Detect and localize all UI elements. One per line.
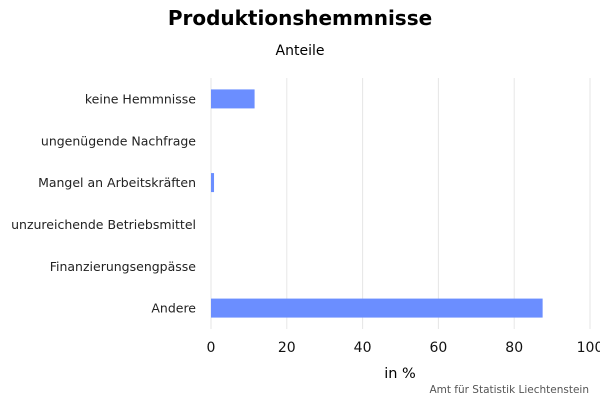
x-tick-label: 80: [505, 340, 523, 356]
bar: [211, 298, 543, 318]
x-tick-label: 100: [577, 340, 600, 356]
chart-title: Produktionshemmnisse: [167, 6, 433, 30]
grid-lines: [210, 78, 591, 329]
category-label: ungenügende Nachfrage: [41, 133, 196, 148]
bar: [211, 173, 215, 193]
category-label: Finanzierungsengpässe: [50, 259, 197, 274]
x-axis-label: in %: [384, 366, 416, 382]
x-tick-label: 40: [354, 340, 372, 356]
category-label: Mangel an Arbeitskräften: [38, 175, 196, 190]
category-label: unzureichende Betriebsmittel: [11, 217, 196, 232]
category-label: Andere: [151, 301, 196, 316]
bar: [211, 89, 255, 109]
x-tick-label: 0: [207, 340, 216, 356]
chart-subtitle: Anteile: [275, 43, 325, 59]
category-label: keine Hemmnisse: [85, 91, 196, 106]
source-credit: Amt für Statistik Liechtenstein: [429, 384, 589, 396]
x-tick-label: 60: [429, 340, 447, 356]
x-tick-label: 20: [278, 340, 296, 356]
bars: [211, 89, 543, 318]
x-tick-labels: 0 20 40 60 80 100: [207, 340, 600, 356]
category-labels: keine Hemmnisse ungenügende Nachfrage Mang…: [11, 91, 196, 315]
